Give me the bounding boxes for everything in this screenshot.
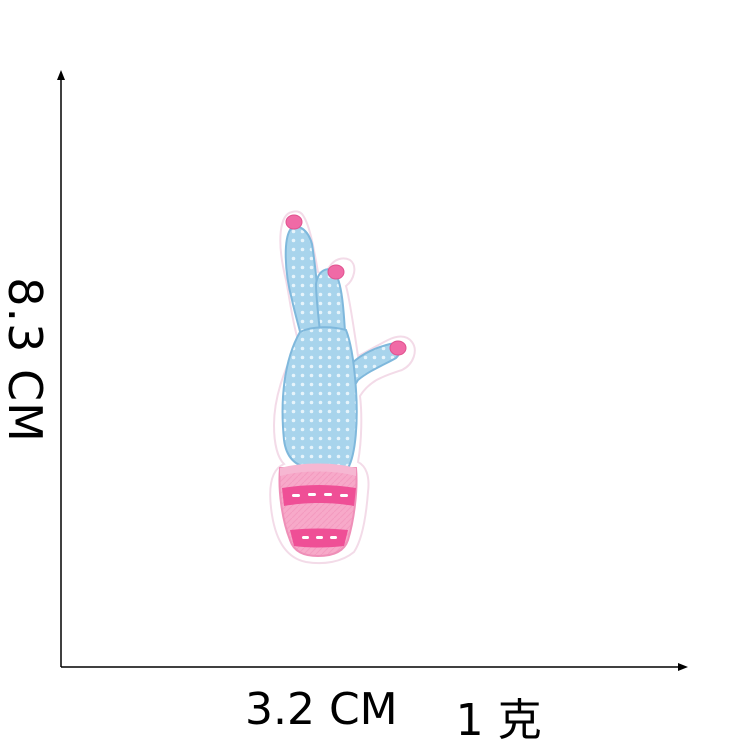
cactus-trunk: [281, 326, 358, 469]
weight-label: 1 克: [455, 695, 542, 746]
flower-top-left: [285, 214, 303, 230]
height-label: 8.3 CM: [0, 277, 52, 443]
flower-right: [389, 340, 407, 356]
pot-dashes: [292, 493, 348, 539]
pot-rim: [280, 463, 356, 476]
vertical-axis-arrow: [57, 70, 65, 80]
cactus-patch: [269, 210, 416, 565]
cactus-body: [281, 225, 402, 469]
pot-band-upper: [282, 485, 356, 506]
horizontal-axis-arrow: [678, 663, 688, 671]
flower-pot: [278, 463, 358, 558]
width-label: 3.2 CM: [245, 684, 398, 735]
flower-middle: [327, 264, 345, 280]
cactus-left-arm: [284, 225, 322, 341]
cactus-flowers: [285, 214, 407, 356]
bottom-labels: 3.2 CM 1 克: [245, 684, 542, 748]
